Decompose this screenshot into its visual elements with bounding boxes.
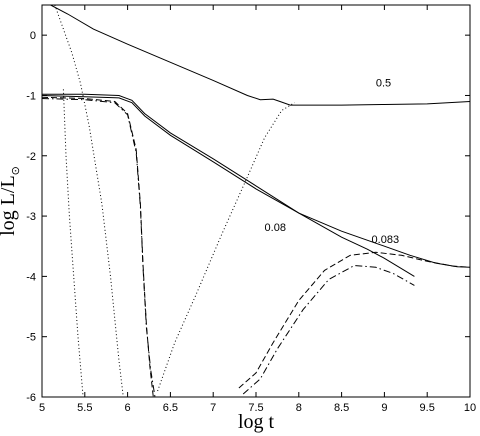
x-tick-label: 5 (39, 402, 45, 414)
series-line-7 (242, 264, 415, 395)
series-line-4 (42, 96, 154, 397)
x-tick-label: 7.5 (248, 402, 263, 414)
curve-annotation: 0.5 (376, 77, 391, 89)
y-tick-label: -3 (26, 211, 36, 223)
series-line-5 (42, 98, 156, 397)
y-tick-label: -4 (26, 271, 36, 283)
curve-annotation: 0.083 (372, 234, 400, 246)
y-tick-label: -5 (26, 332, 36, 344)
series-line-3 (42, 95, 470, 268)
series-line-10 (157, 102, 295, 392)
annotations: 0.5 0.08 0.083 (265, 77, 400, 246)
series-line-1 (50, 5, 470, 106)
plot-frame (41, 4, 471, 398)
curve-annotation: 0.08 (265, 222, 286, 234)
x-tick-label: 7 (210, 402, 216, 414)
y-tick-label: -2 (26, 151, 36, 163)
x-axis-label: log t (238, 411, 275, 433)
y-tick-label: -1 (26, 90, 36, 102)
x-tick-label: 5.5 (77, 402, 92, 414)
x-tick-label: 9.5 (420, 402, 435, 414)
y-axis-label: log L/L⊙ (0, 166, 22, 236)
curves (42, 5, 470, 397)
y-axis-label-sub: ⊙ (10, 166, 22, 175)
series-line-8 (62, 89, 84, 397)
y-tick-label: -6 (26, 392, 36, 404)
x-tick-label: 6.5 (163, 402, 178, 414)
x-tick-label: 8.5 (334, 402, 349, 414)
x-tick-label: 10 (464, 402, 476, 414)
series-line-9 (54, 5, 124, 397)
x-tick-label: 8 (296, 402, 302, 414)
ticks: 5 5.5 6 6.5 7 7.5 8 8.5 9 9.5 10 0 -1 -2 -3 -4 -5 -6 (26, 5, 476, 414)
x-tick-label: 9 (381, 402, 387, 414)
series-line-2 (42, 93, 415, 277)
y-axis-label-main: log L/L (0, 175, 19, 236)
x-tick-label: 6 (125, 402, 131, 414)
series-line-6 (238, 251, 470, 389)
y-tick-label: 0 (30, 30, 36, 42)
